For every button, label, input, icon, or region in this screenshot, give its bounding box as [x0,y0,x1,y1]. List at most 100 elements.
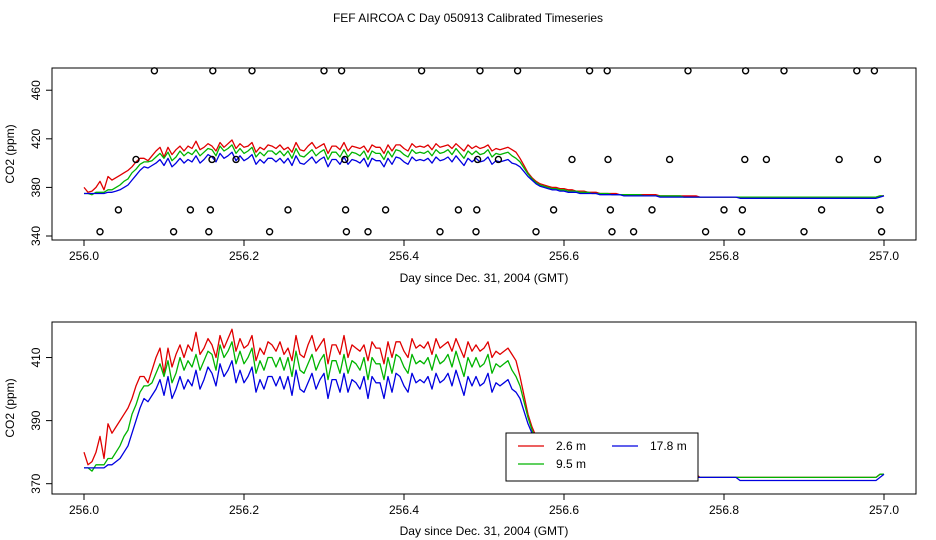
panel-top: 256.0 256.2 256.4 256.6 256.8 257.0 340 380 420… [3,67,917,285]
series-line-2-6-m-bottom [83,328,884,479]
calibration-point [720,206,728,214]
y-axis-label-top: CO2 (ppm) [3,124,17,183]
x-tick-label-bottom: 256.2 [229,503,259,517]
legend-label-9-5m: 9.5 m [556,457,586,471]
y-axis-bottom: 370 390 410 [29,347,52,494]
calibration-point [606,206,615,214]
calibration-point [585,67,594,75]
calibration-point [150,67,159,75]
calibration-point [741,155,749,164]
calibration-point [701,228,710,236]
calibration-point [870,67,879,75]
calibration-point [741,67,750,75]
calibration-point [132,155,140,164]
legend-box [505,432,699,482]
calibration-point [665,155,674,164]
calibration-point [876,206,884,214]
calibration-point [169,228,178,236]
calibration-point [629,228,638,236]
legend: 2.6 m 17.8 m 9.5 m [505,432,699,482]
calibration-point [436,228,444,236]
calibration-point [186,206,195,214]
calibration-point [738,206,747,214]
y-tick-label-bottom: 390 [29,410,43,430]
x-tick-label-bottom: 256.4 [389,503,419,517]
calibration-point [608,228,616,236]
x-axis-label-bottom: Day since Dec. 31, 2004 (GMT) [400,524,569,538]
y-tick-label-top: 340 [29,226,43,246]
calibration-point [476,67,484,75]
x-axis-label-top: Day since Dec. 31, 2004 (GMT) [400,271,569,285]
calibration-point [284,206,292,214]
y-tick-label-top: 460 [29,80,43,100]
calibration-point [206,206,215,214]
calibration-point [494,155,503,164]
calibration-point [342,228,351,236]
y-axis-label-bottom: CO2 (ppm) [3,378,17,437]
series-line-17-8-m-bottom [84,360,885,482]
calibration-point [877,228,886,236]
x-tick-label-top: 256.4 [389,249,419,263]
legend-label-2-6m: 2.6 m [556,439,586,453]
calibration-point [473,155,482,164]
calibration-point [114,206,123,214]
x-tick-label-top: 256.8 [709,249,739,263]
series-line-2-6-m-top [83,139,884,198]
series-group-bottom [83,328,885,482]
y-tick-label-top: 420 [29,128,43,148]
calibration-point [341,206,350,214]
calibration-point [364,228,372,236]
figure-title: FEF AIRCOA C Day 050913 Calibrated Times… [333,11,603,25]
calibration-point [208,155,216,164]
calibration-point [232,155,240,164]
calibration-point [532,228,540,236]
calibration-point [853,67,861,75]
x-tick-label-bottom: 256.0 [69,503,99,517]
calibration-point [873,155,882,164]
calibration-point [513,67,522,75]
series-line-9-5-m-top [84,144,884,198]
series-line-9-5-m-bottom [84,341,884,479]
y-axis-top: 340 380 420 460 [29,80,52,246]
series-group-top [83,139,885,199]
calibration-point [205,228,213,236]
x-axis-top: 256.0 256.2 256.4 256.6 256.8 257.0 [69,240,899,263]
x-tick-label-top: 256.6 [549,249,579,263]
calibration-point [800,228,808,236]
calibration-point [568,155,576,164]
x-axis-bottom: 256.0 256.2 256.4 256.6 256.8 257.0 [69,494,899,517]
y-tick-label-top: 380 [29,177,43,197]
calibration-point [737,228,746,236]
plot-frame-bottom [51,321,917,495]
calibration-point [648,206,656,214]
calibration-point [454,206,463,214]
calibration-point [817,206,826,214]
x-tick-label-bottom: 256.6 [549,503,579,517]
calibration-point [473,206,481,214]
y-tick-label-bottom: 370 [29,473,43,493]
calibration-points [96,67,886,236]
calibration-point [549,206,558,214]
series-line-17-8-m-top [84,151,885,199]
calibration-point [96,228,104,236]
x-tick-label-top: 256.0 [69,249,99,263]
calibration-point [472,228,480,236]
calibration-point [762,155,771,164]
x-tick-label-top: 257.0 [869,249,899,263]
calibration-point [265,228,274,236]
calibration-point [209,67,217,75]
y-tick-label-bottom: 410 [29,347,43,367]
calibration-point [604,155,612,164]
x-tick-label-top: 256.2 [229,249,259,263]
calibration-point [684,67,692,75]
calibration-point [603,67,611,75]
calibration-point [381,206,390,214]
panel-bottom: 256.0 256.2 256.4 256.6 256.8 257.0 370 390 410… [3,321,917,538]
legend-label-17-8m: 17.8 m [650,439,687,453]
plot-frame-top [51,67,917,241]
calibration-point [780,67,788,75]
calibration-point [248,67,256,75]
calibration-point [337,67,346,75]
